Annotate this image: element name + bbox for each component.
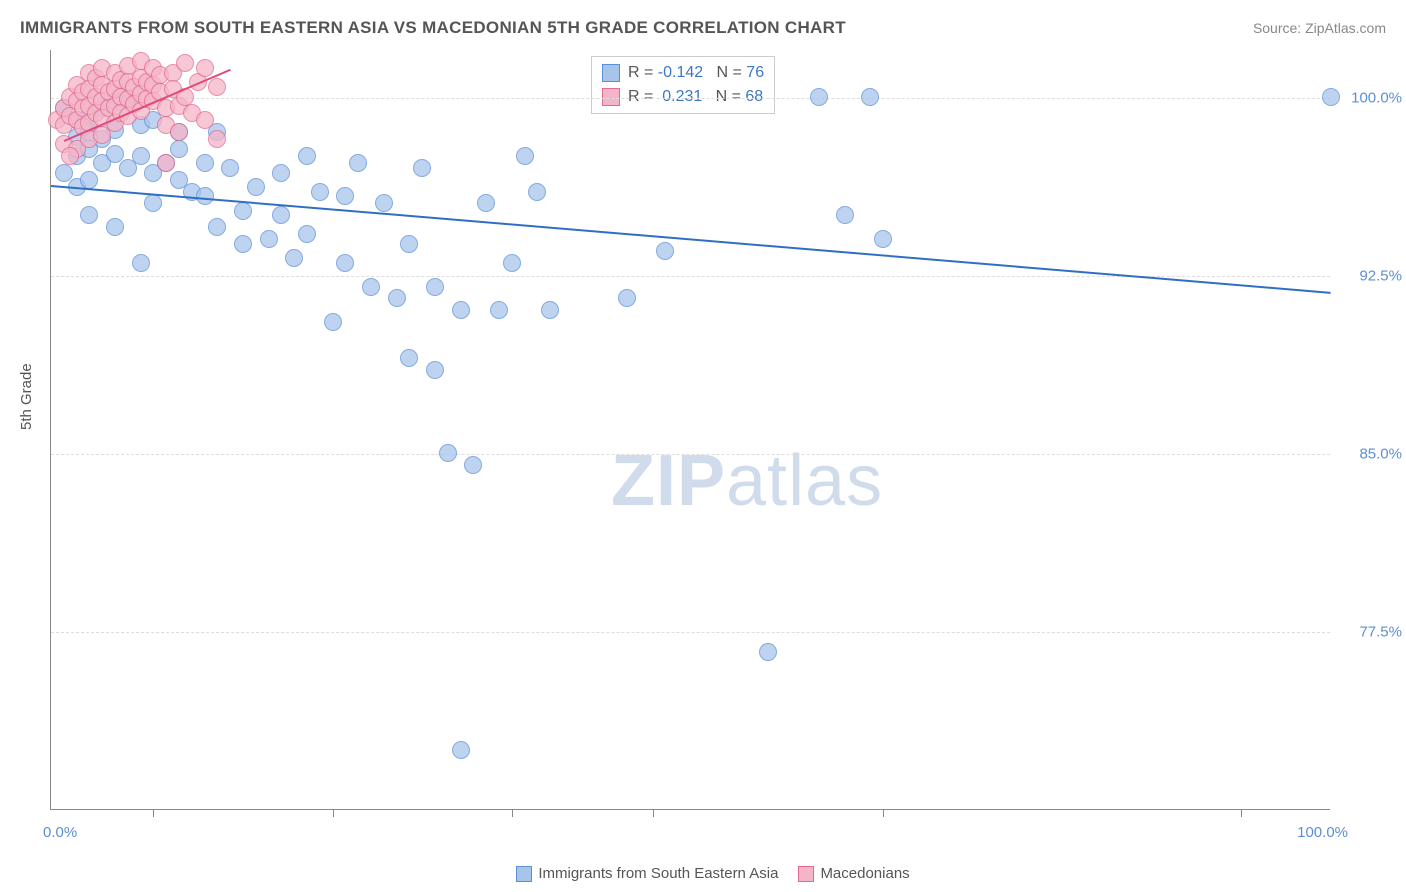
scatter-point [170, 123, 188, 141]
y-tick-label: 77.5% [1340, 623, 1402, 640]
scatter-point [298, 147, 316, 165]
x-tick [333, 809, 334, 817]
legend-label-b: Macedonians [820, 865, 909, 882]
scatter-point [836, 206, 854, 224]
scatter-point [247, 178, 265, 196]
y-tick-label: 85.0% [1340, 445, 1402, 462]
scatter-point [196, 111, 214, 129]
stats-legend: R = -0.142 N = 76R = 0.231 N = 68 [591, 56, 775, 114]
bottom-legend: Immigrants from South Eastern Asia Macedo… [0, 865, 1406, 882]
scatter-point [196, 154, 214, 172]
scatter-point [61, 147, 79, 165]
scatter-point [234, 202, 252, 220]
gridline [51, 632, 1330, 633]
scatter-point [298, 225, 316, 243]
legend-swatch [798, 866, 814, 882]
x-axis-min-label: 0.0% [43, 824, 77, 841]
scatter-point [196, 187, 214, 205]
scatter-point [426, 361, 444, 379]
scatter-point [452, 301, 470, 319]
legend-swatch [516, 866, 532, 882]
watermark: ZIPatlas [611, 440, 883, 522]
scatter-point [176, 54, 194, 72]
scatter-point [426, 278, 444, 296]
legend-label-a: Immigrants from South Eastern Asia [538, 865, 778, 882]
scatter-point [324, 313, 342, 331]
plot-area: ZIPatlas R = -0.142 N = 76R = 0.231 N = … [50, 50, 1330, 810]
scatter-point [861, 88, 879, 106]
scatter-point [810, 88, 828, 106]
legend-stats: R = -0.142 N = 76 [628, 64, 764, 82]
scatter-point [375, 194, 393, 212]
scatter-point [272, 206, 290, 224]
scatter-point [208, 130, 226, 148]
scatter-point [618, 289, 636, 307]
scatter-point [132, 254, 150, 272]
x-axis-max-label: 100.0% [1297, 824, 1348, 841]
y-axis-label: 5th Grade [18, 363, 35, 430]
x-tick [883, 809, 884, 817]
x-tick [653, 809, 654, 817]
scatter-point [336, 254, 354, 272]
scatter-point [541, 301, 559, 319]
scatter-point [144, 194, 162, 212]
scatter-point [196, 59, 214, 77]
scatter-point [503, 254, 521, 272]
scatter-point [132, 147, 150, 165]
scatter-point [221, 159, 239, 177]
scatter-point [759, 643, 777, 661]
source-attribution: Source: ZipAtlas.com [1253, 20, 1386, 36]
scatter-point [516, 147, 534, 165]
legend-swatch [602, 64, 620, 82]
scatter-point [400, 349, 418, 367]
scatter-point [208, 218, 226, 236]
scatter-point [272, 164, 290, 182]
x-tick [153, 809, 154, 817]
gridline [51, 98, 1330, 99]
scatter-point [874, 230, 892, 248]
scatter-point [1322, 88, 1340, 106]
scatter-point [413, 159, 431, 177]
scatter-point [362, 278, 380, 296]
y-tick-label: 92.5% [1340, 267, 1402, 284]
scatter-point [464, 456, 482, 474]
scatter-point [528, 183, 546, 201]
scatter-point [80, 206, 98, 224]
scatter-point [285, 249, 303, 267]
scatter-point [400, 235, 418, 253]
scatter-point [388, 289, 406, 307]
scatter-point [106, 218, 124, 236]
scatter-point [260, 230, 278, 248]
chart-title: IMMIGRANTS FROM SOUTH EASTERN ASIA VS MA… [20, 18, 846, 38]
scatter-point [311, 183, 329, 201]
x-tick [1241, 809, 1242, 817]
scatter-point [208, 78, 226, 96]
legend-row: R = -0.142 N = 76 [602, 61, 764, 85]
scatter-point [349, 154, 367, 172]
scatter-point [439, 444, 457, 462]
scatter-point [234, 235, 252, 253]
y-tick-label: 100.0% [1340, 89, 1402, 106]
scatter-point [170, 140, 188, 158]
scatter-point [452, 741, 470, 759]
scatter-point [477, 194, 495, 212]
x-tick [512, 809, 513, 817]
scatter-point [656, 242, 674, 260]
gridline [51, 454, 1330, 455]
scatter-point [80, 171, 98, 189]
scatter-point [336, 187, 354, 205]
scatter-point [157, 154, 175, 172]
scatter-point [490, 301, 508, 319]
